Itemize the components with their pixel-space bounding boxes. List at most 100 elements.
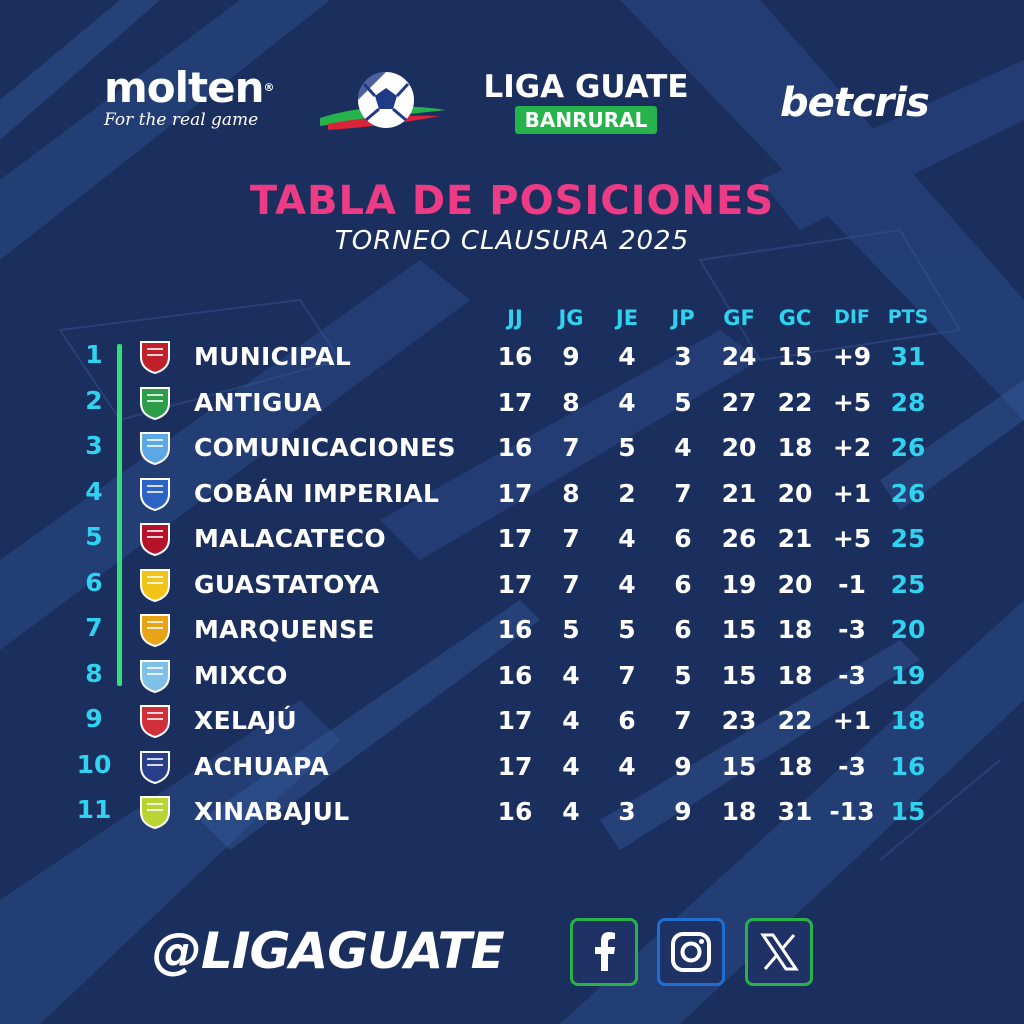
stat-jj: 16 xyxy=(497,433,533,462)
stat-gf: 15 xyxy=(721,751,757,781)
col-head-jg: JG xyxy=(558,306,584,330)
stat-dif: -13 xyxy=(829,797,875,826)
col-head-gc: GC xyxy=(778,306,812,330)
team-name: ACHUAPA xyxy=(194,751,329,781)
team-name: COMUNICACIONES xyxy=(194,433,456,462)
team-crest-icon xyxy=(140,432,170,466)
team-crest-icon xyxy=(140,705,170,739)
instagram-button[interactable] xyxy=(657,918,725,986)
stat-pts: 31 xyxy=(890,342,926,371)
instagram-icon xyxy=(671,932,711,972)
stat-gf: 20 xyxy=(721,433,757,462)
stat-pts: 20 xyxy=(890,615,926,644)
stat-gf: 15 xyxy=(721,660,757,690)
qualification-bar xyxy=(117,344,122,686)
stat-jg: 7 xyxy=(562,433,580,462)
stat-pts: 26 xyxy=(890,433,926,462)
stat-je: 5 xyxy=(618,433,636,462)
team-name: COBÁN IMPERIAL xyxy=(194,478,440,508)
stat-gc: 18 xyxy=(777,751,813,781)
stat-jj: 17 xyxy=(497,387,533,417)
stat-jg: 4 xyxy=(562,797,580,826)
stat-je: 5 xyxy=(618,615,636,644)
team-crest-icon xyxy=(140,341,170,375)
stat-je: 4 xyxy=(618,569,636,599)
stat-jj: 16 xyxy=(497,615,533,644)
x-button[interactable] xyxy=(745,918,813,986)
stat-jp: 6 xyxy=(674,569,692,599)
page-title: TABLA DE POSICIONES xyxy=(249,178,775,224)
league-sponsor: BANRURAL xyxy=(514,106,658,134)
stat-jg: 4 xyxy=(562,706,580,735)
team-name: MALACATECO xyxy=(194,524,386,553)
stat-gc: 20 xyxy=(777,478,813,508)
team-name: MUNICIPAL xyxy=(194,342,352,371)
stat-pts: 25 xyxy=(890,569,926,599)
col-head-jp: JP xyxy=(671,306,695,330)
position-number: 2 xyxy=(85,385,103,415)
position-number: 11 xyxy=(76,795,112,824)
table-row: 6 GUASTATOYA 17 7 4 6 19 20 -1 25 xyxy=(0,562,1024,608)
stat-gc: 18 xyxy=(777,433,813,462)
position-number: 5 xyxy=(85,522,103,551)
team-crest-icon xyxy=(140,477,170,511)
registered-icon: ® xyxy=(263,81,274,94)
table-row: 8 MIXCO 16 4 7 5 15 18 -3 19 xyxy=(0,653,1024,699)
betcris-logo: betcris xyxy=(780,80,930,126)
stat-gc: 22 xyxy=(777,706,813,735)
stat-jj: 16 xyxy=(497,797,533,826)
stat-gf: 15 xyxy=(721,615,757,644)
team-crest-icon xyxy=(140,614,170,648)
table-row: 1 MUNICIPAL 16 9 4 3 24 15 +9 31 xyxy=(0,334,1024,380)
stat-dif: -3 xyxy=(838,660,866,690)
stat-gc: 18 xyxy=(777,660,813,690)
stat-jp: 5 xyxy=(674,660,692,690)
stat-jj: 17 xyxy=(497,706,533,735)
stat-pts: 28 xyxy=(890,387,926,417)
position-number: 7 xyxy=(85,613,103,642)
molten-logo: molten® For the real game xyxy=(104,64,284,131)
stat-je: 4 xyxy=(618,342,636,371)
team-name: ANTIGUA xyxy=(194,387,323,417)
facebook-icon xyxy=(595,932,615,971)
stat-gc: 31 xyxy=(777,797,813,826)
stat-je: 4 xyxy=(618,387,636,417)
stat-jp: 9 xyxy=(674,751,692,781)
stat-je: 3 xyxy=(618,797,636,826)
position-number: 8 xyxy=(85,658,103,688)
stat-jp: 7 xyxy=(674,478,692,508)
stat-dif: +2 xyxy=(832,433,872,462)
stat-jg: 9 xyxy=(562,342,580,371)
team-crest-icon xyxy=(140,386,170,420)
team-name: MARQUENSE xyxy=(194,615,375,644)
stat-dif: +1 xyxy=(832,706,872,735)
facebook-button[interactable] xyxy=(570,918,638,986)
stat-gc: 22 xyxy=(777,387,813,417)
stat-je: 2 xyxy=(618,478,636,508)
stat-je: 7 xyxy=(618,660,636,690)
position-number: 10 xyxy=(76,749,112,779)
stat-gf: 18 xyxy=(721,797,757,826)
stat-jg: 8 xyxy=(562,387,580,417)
team-name: MIXCO xyxy=(194,660,288,690)
page-subtitle: TORNEO CLAUSURA 2025 xyxy=(334,226,690,256)
stat-jp: 7 xyxy=(674,706,692,735)
team-crest-icon xyxy=(140,750,170,784)
stat-jp: 9 xyxy=(674,797,692,826)
team-crest-icon xyxy=(140,796,170,830)
col-head-gf: GF xyxy=(723,306,755,330)
stat-jp: 3 xyxy=(674,342,692,371)
stat-jj: 16 xyxy=(497,660,533,690)
stat-gf: 24 xyxy=(721,342,757,371)
stat-pts: 25 xyxy=(890,524,926,553)
stat-jj: 17 xyxy=(497,478,533,508)
stat-gf: 26 xyxy=(721,524,757,553)
stat-pts: 15 xyxy=(890,797,926,826)
stat-dif: -1 xyxy=(838,569,866,599)
table-row: 11 XINABAJUL 16 4 3 9 18 31 -13 15 xyxy=(0,789,1024,835)
table-row: 9 XELAJÚ 17 4 6 7 23 22 +1 18 xyxy=(0,698,1024,744)
stat-dif: +5 xyxy=(832,524,872,553)
stat-dif: +1 xyxy=(832,478,872,508)
stat-dif: +5 xyxy=(832,387,872,417)
